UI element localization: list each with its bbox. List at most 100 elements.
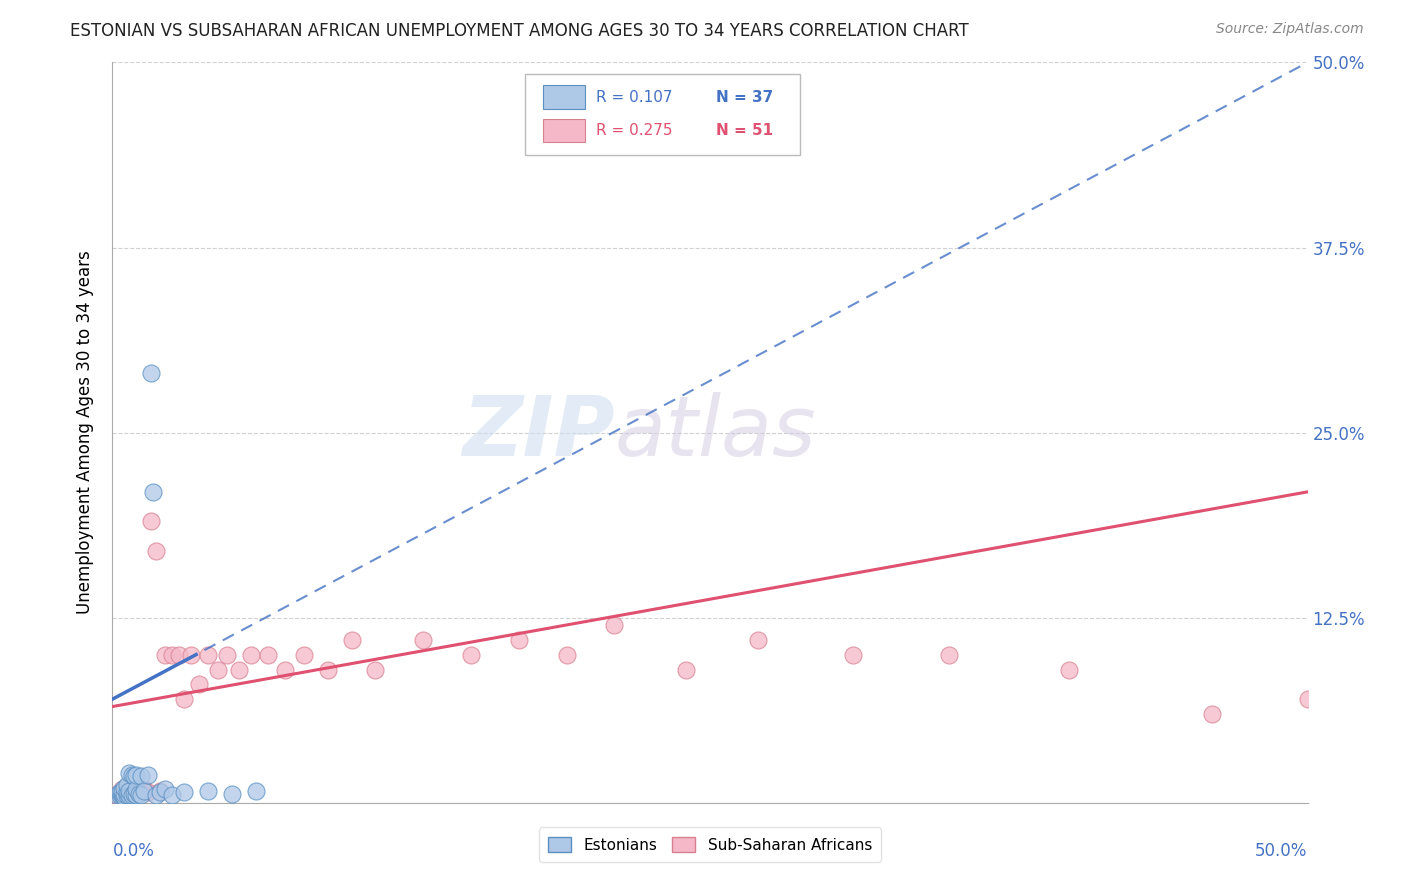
Point [508, 632, 530, 647]
Text: 0.0%: 0.0% [112, 842, 155, 860]
Point [114, 780, 135, 795]
Point [111, 789, 134, 803]
Point [180, 648, 202, 662]
Point [111, 784, 134, 798]
Point [316, 663, 339, 677]
Point [129, 789, 152, 803]
Point [1296, 692, 1319, 706]
Point [245, 784, 267, 798]
Point [118, 784, 141, 798]
Point [412, 632, 434, 647]
Point [111, 782, 134, 797]
Point [460, 648, 482, 662]
Point [221, 787, 243, 801]
Point [240, 648, 263, 662]
Point [121, 782, 143, 797]
Point [118, 780, 141, 795]
Point [153, 782, 176, 797]
Point [145, 544, 167, 558]
Point [340, 632, 363, 647]
Point [111, 789, 134, 803]
Point [153, 648, 176, 662]
Point [114, 789, 135, 804]
Point [125, 789, 148, 803]
Point [108, 789, 131, 803]
Point [118, 789, 141, 803]
Text: R = 0.107: R = 0.107 [596, 90, 673, 104]
Point [132, 782, 155, 797]
Point [125, 767, 148, 781]
Point [197, 784, 219, 798]
Point [364, 663, 387, 677]
Point [675, 663, 697, 677]
Point [162, 789, 183, 803]
Text: ZIP: ZIP [461, 392, 614, 473]
Point [104, 789, 127, 803]
Point [108, 789, 131, 803]
Point [555, 648, 578, 662]
Point [115, 789, 138, 803]
Point [128, 785, 150, 799]
Point [108, 785, 131, 799]
Point [125, 782, 148, 797]
Point [118, 766, 141, 780]
Point [129, 769, 152, 783]
Point [207, 663, 229, 677]
FancyBboxPatch shape [524, 73, 800, 155]
FancyBboxPatch shape [543, 119, 585, 143]
Point [128, 787, 150, 801]
Point [1201, 706, 1223, 721]
Text: atlas: atlas [614, 392, 815, 473]
FancyBboxPatch shape [543, 86, 585, 109]
Point [145, 789, 167, 803]
Point [115, 778, 138, 792]
Text: ESTONIAN VS SUBSAHARAN AFRICAN UNEMPLOYMENT AMONG AGES 30 TO 34 YEARS CORRELATIO: ESTONIAN VS SUBSAHARAN AFRICAN UNEMPLOYM… [70, 22, 969, 40]
Point [149, 785, 172, 799]
Point [114, 789, 135, 803]
Point [105, 787, 128, 801]
Point [118, 789, 141, 803]
Point [217, 648, 239, 662]
Point [162, 648, 183, 662]
Point [228, 663, 250, 677]
Point [122, 787, 145, 801]
Point [114, 784, 135, 798]
Point [187, 677, 209, 691]
Point [122, 787, 145, 801]
Point [132, 784, 155, 798]
Point [173, 785, 195, 799]
Point [169, 648, 191, 662]
Point [149, 784, 172, 798]
Point [129, 784, 152, 798]
Point [273, 663, 295, 677]
Text: N = 51: N = 51 [716, 123, 773, 138]
Text: R = 0.275: R = 0.275 [596, 123, 673, 138]
Point [142, 484, 165, 499]
Point [138, 767, 160, 781]
Point [197, 648, 219, 662]
Point [121, 789, 143, 803]
Point [115, 787, 138, 801]
Point [125, 780, 148, 795]
Point [111, 787, 134, 801]
Point [292, 648, 315, 662]
Point [125, 789, 148, 803]
Point [139, 515, 162, 529]
Point [122, 769, 145, 783]
Text: Source: ZipAtlas.com: Source: ZipAtlas.com [1216, 22, 1364, 37]
Point [842, 648, 865, 662]
Point [139, 367, 162, 381]
Y-axis label: Unemployment Among Ages 30 to 34 years: Unemployment Among Ages 30 to 34 years [76, 251, 94, 615]
Point [121, 789, 143, 803]
Point [173, 692, 195, 706]
Text: N = 37: N = 37 [716, 90, 773, 104]
Point [603, 618, 626, 632]
Point [1057, 663, 1080, 677]
Point [115, 785, 138, 799]
Text: 50.0%: 50.0% [1256, 842, 1308, 860]
Point [121, 767, 143, 781]
Point [138, 785, 160, 799]
Point [257, 648, 280, 662]
Point [747, 632, 769, 647]
Point [938, 648, 960, 662]
